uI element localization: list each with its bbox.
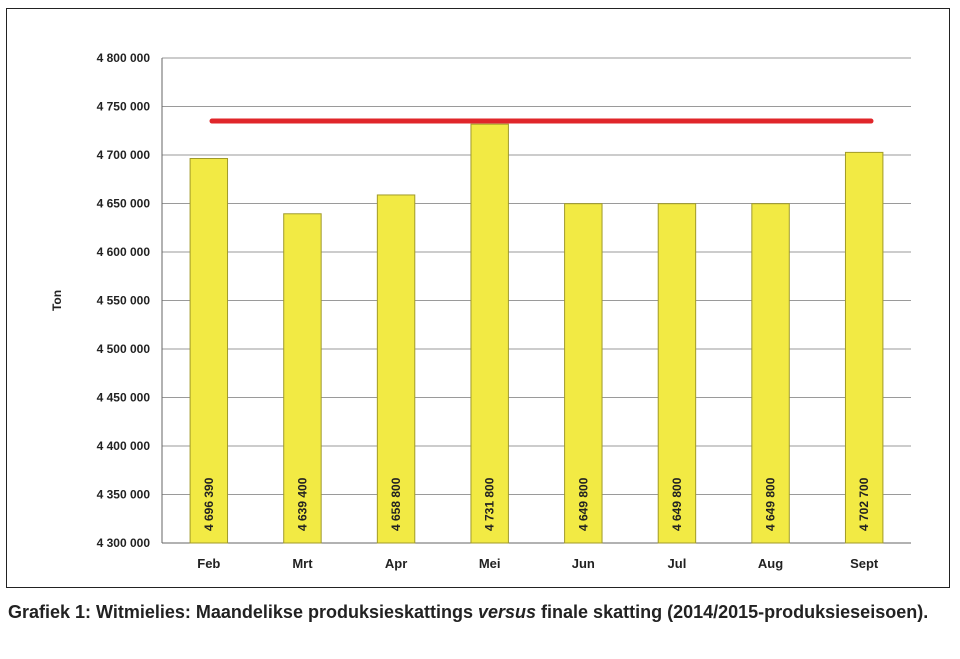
bar-value-label: 4 731 800 [483, 477, 497, 531]
y-tick-label: 4 350 000 [97, 488, 151, 502]
y-tick-label: 4 450 000 [97, 391, 151, 405]
caption-part2: finale skatting (2014/2015-produksieseis… [536, 602, 929, 622]
x-tick-label: Mrt [292, 556, 313, 571]
bar-aug [751, 203, 790, 544]
bar-mrt [283, 213, 322, 544]
bar-chart: 4 300 000 4 350 000 4 400 000 4 450 000 4 50… [50, 51, 911, 571]
figure-caption: Grafiek 1: Witmielies: Maandelikse produ… [8, 600, 938, 625]
y-tick-label: 4 300 000 [97, 536, 151, 550]
bar-value-label: 4 649 800 [764, 477, 778, 531]
x-tick-label: Jul [668, 556, 687, 571]
chart-frame: 4 300 000 4 350 000 4 400 000 4 450 000 4 50… [6, 8, 950, 588]
x-tick-label: Feb [197, 556, 220, 571]
x-tick-label: Jun [572, 556, 595, 571]
y-tick-label: 4 600 000 [97, 245, 151, 259]
y-tick-label: 4 800 000 [97, 51, 151, 65]
y-tick-label: 4 400 000 [97, 439, 151, 453]
bar-value-label: 4 639 400 [295, 477, 309, 531]
y-axis-label: Ton [50, 290, 64, 311]
bar-value-label: 4 649 800 [670, 477, 684, 531]
bar-value-label: 4 702 700 [857, 477, 871, 531]
bar-mei [470, 123, 509, 544]
bar-apr [376, 194, 416, 544]
caption-italic: versus [478, 602, 537, 622]
bar-value-label: 4 649 800 [576, 477, 590, 531]
y-tick-label: 4 500 000 [97, 342, 151, 356]
caption-part1: Grafiek 1: Witmielies: Maandelikse produ… [8, 602, 478, 622]
bar-sept [844, 151, 884, 544]
x-tick-label: Mei [479, 556, 501, 571]
x-tick-label: Sept [850, 556, 879, 571]
bar-value-label: 4 696 390 [202, 477, 216, 531]
bar-jul [657, 203, 697, 544]
y-tick-label: 4 650 000 [97, 197, 151, 211]
y-tick-label: 4 550 000 [97, 294, 151, 308]
x-tick-label: Aug [758, 556, 783, 571]
x-tick-label: Apr [385, 556, 407, 571]
bar-feb [189, 158, 229, 544]
y-tick-label: 4 750 000 [97, 100, 151, 114]
y-tick-label: 4 700 000 [97, 148, 151, 162]
bar-value-label: 4 658 800 [389, 477, 403, 531]
bar-jun [564, 203, 603, 544]
